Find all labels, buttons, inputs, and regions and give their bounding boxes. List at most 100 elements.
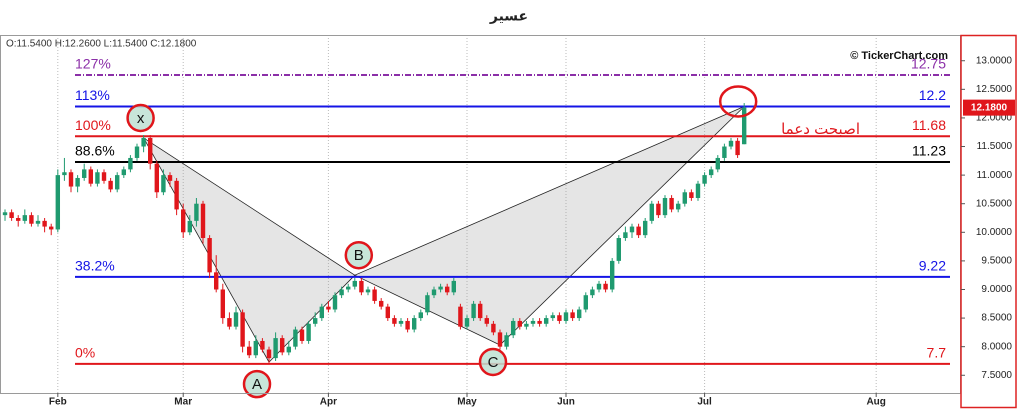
x-tick-label: Jul xyxy=(697,397,712,408)
pattern-label: A xyxy=(252,376,262,393)
candle-body xyxy=(227,318,232,327)
candle-body xyxy=(504,335,509,347)
y-tick-label: 7.5000 xyxy=(981,370,1012,381)
candle-body xyxy=(543,318,549,324)
candle-body xyxy=(148,137,153,164)
candle-body xyxy=(108,180,113,190)
chart-title: عسير xyxy=(489,8,528,25)
candle-body xyxy=(359,280,364,293)
candle-body xyxy=(134,146,140,158)
candle-body xyxy=(339,289,344,296)
pattern-line xyxy=(143,137,356,276)
candle-body xyxy=(728,140,734,147)
level-value: 12.75 xyxy=(911,56,946,72)
candle-body xyxy=(365,289,371,293)
candle-body xyxy=(616,238,621,261)
candle-body xyxy=(570,312,575,319)
level-value: 9.22 xyxy=(919,258,946,274)
candle-body xyxy=(702,175,707,184)
pattern-label: x xyxy=(137,110,145,127)
candle-body xyxy=(629,226,635,233)
candle-body xyxy=(9,212,14,219)
level-name: 38.2% xyxy=(75,258,115,274)
candle-body xyxy=(524,323,529,327)
candle-body xyxy=(603,283,608,290)
ohlc-header: O:11.5400 H:12.2600 L:11.5400 C:12.1800 xyxy=(6,39,197,50)
candle-body xyxy=(88,169,94,184)
level-value: 12.2 xyxy=(919,87,946,103)
candle-body xyxy=(464,318,470,327)
source: © TickerChart.com xyxy=(850,50,948,62)
pattern-label: C xyxy=(488,354,499,371)
candle-body xyxy=(669,197,674,210)
candle-body xyxy=(214,272,219,290)
pattern-area xyxy=(143,137,355,363)
candle-body xyxy=(418,312,424,319)
last-price-label: 12.1800 xyxy=(971,102,1008,113)
candle-body xyxy=(161,175,166,193)
candle-body xyxy=(636,226,641,236)
candle-body xyxy=(42,220,47,227)
pattern-label: B xyxy=(354,247,364,264)
candle-body xyxy=(62,172,67,176)
candle-body xyxy=(2,212,8,216)
candle-body xyxy=(352,280,358,287)
candle-body xyxy=(194,203,199,221)
x-tick-label: Apr xyxy=(320,397,337,408)
level-name: 0% xyxy=(75,345,95,361)
candle-body xyxy=(240,312,245,347)
candle-body xyxy=(385,306,391,319)
candle-body xyxy=(735,140,740,156)
plot-area: x A B C xyxy=(2,35,950,399)
candle-body xyxy=(642,220,648,236)
level-name: 100% xyxy=(75,117,111,133)
candle-body xyxy=(510,320,516,336)
candle-body xyxy=(16,218,21,221)
candle-body xyxy=(583,295,588,310)
y-tick-label: 10.5000 xyxy=(976,198,1013,209)
x-tick-label: May xyxy=(457,397,477,408)
candle-body xyxy=(412,318,417,330)
pattern-line xyxy=(354,106,745,276)
candle-body xyxy=(741,107,747,145)
last-price-box xyxy=(963,99,1015,116)
candle-body xyxy=(181,209,186,233)
pattern-point xyxy=(718,85,758,118)
candle-body xyxy=(266,349,272,359)
candle-body xyxy=(273,338,278,359)
candle-body xyxy=(154,163,160,193)
candle-body xyxy=(596,283,602,290)
candle-body xyxy=(372,289,377,301)
candle-body xyxy=(649,203,654,221)
candle-body xyxy=(22,215,28,221)
candle-body xyxy=(471,303,476,319)
candle-body xyxy=(682,192,687,204)
annotation: اصبحت دعما xyxy=(781,121,860,138)
candle-body xyxy=(537,320,542,324)
level-value: 11.23 xyxy=(912,143,946,159)
candle-body xyxy=(75,177,80,187)
candle-body xyxy=(326,306,331,310)
candle-body xyxy=(260,340,265,350)
y-tick-label: 10.0000 xyxy=(976,227,1013,238)
y-tick-label: 8.0000 xyxy=(981,341,1012,352)
candle-body xyxy=(174,180,179,210)
candle-body xyxy=(299,329,305,341)
y-tick-label: 8.5000 xyxy=(981,313,1012,324)
candle-body xyxy=(313,318,318,324)
pattern-point xyxy=(126,103,155,133)
candle-body xyxy=(346,286,351,290)
candle-body xyxy=(141,137,146,147)
pattern-point xyxy=(344,240,374,270)
candle-body xyxy=(491,323,496,333)
candle-body xyxy=(29,215,34,224)
level-value: 7.7 xyxy=(927,345,947,361)
x-tick-label: Aug xyxy=(866,397,885,408)
candle-body xyxy=(590,289,595,296)
x-tick-label: Feb xyxy=(49,397,67,408)
candle-body xyxy=(715,157,720,170)
candle-body xyxy=(293,329,298,347)
candle-body xyxy=(68,172,74,187)
level-value: 11.68 xyxy=(912,117,946,133)
